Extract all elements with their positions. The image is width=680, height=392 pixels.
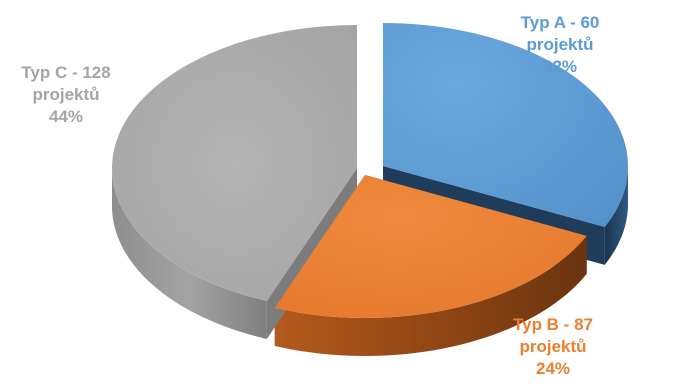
slice-label-c: Typ C - 128 projektů 44% [0,62,136,128]
pie-tops [112,23,628,318]
slice-label-a: Typ A - 60 projektů 32% [500,12,620,78]
slice-label-b-unit: projektů [519,337,587,356]
slice-label-c-unit: projektů [32,85,100,104]
slice-c-side [112,168,267,339]
slice-c-top [112,25,357,301]
slice-label-a-unit: projektů [526,35,594,54]
slice-label-b-title: Typ B - 87 [513,315,593,334]
slice-b-side [274,235,587,356]
slice-label-c-percent: 44% [48,107,84,126]
slice-b-top [274,175,587,318]
slice-label-c-title: Typ C - 128 [21,63,111,82]
slice-a-top [383,23,628,227]
slice-label-b: Typ B - 87 projektů 24% [493,314,613,380]
slice-label-a-percent: 32% [542,57,578,76]
slice-a-side [604,166,628,265]
slice-label-b-percent: 24% [535,359,571,378]
slice-label-a-title: Typ A - 60 [520,13,600,32]
